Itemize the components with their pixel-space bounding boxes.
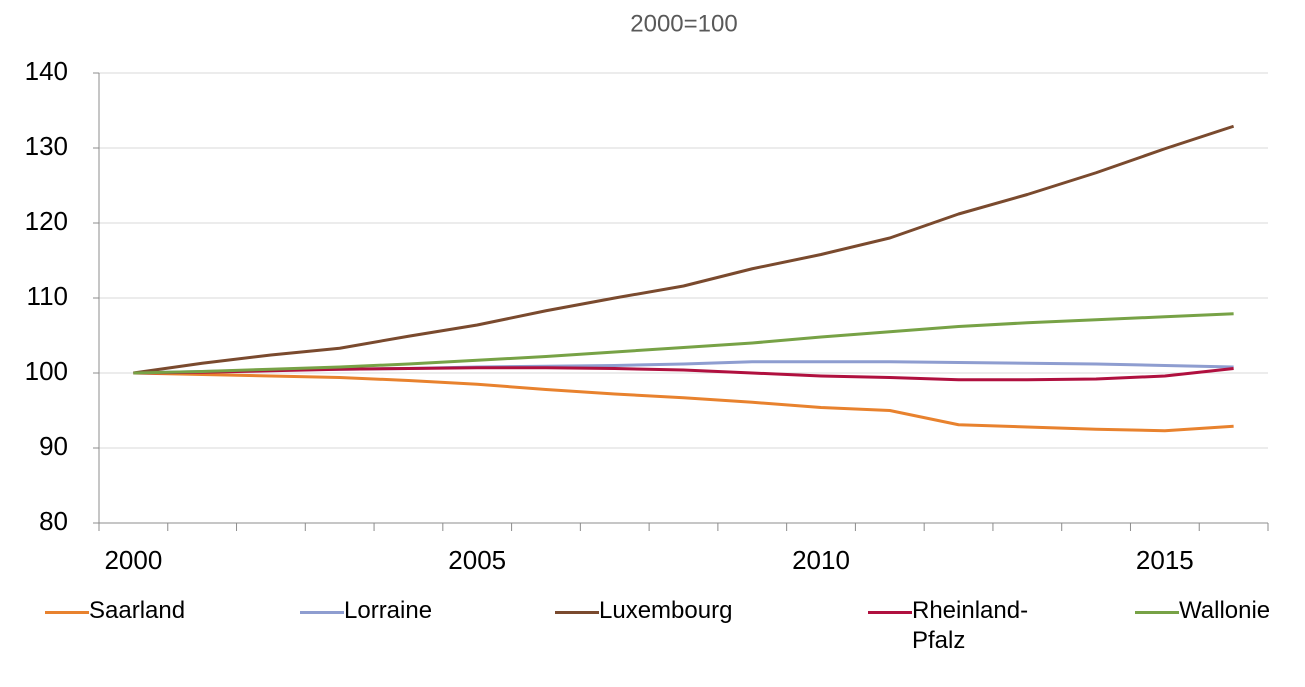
legend-swatch bbox=[45, 611, 89, 614]
series-line bbox=[133, 312, 1234, 375]
legend-label: Wallonie bbox=[1179, 597, 1271, 624]
legend-item: Saarland bbox=[45, 596, 239, 626]
legend-swatch bbox=[555, 611, 599, 614]
x-tick-label: 2010 bbox=[792, 545, 850, 575]
chart: 2000=100 80 90 100 110 120 130 140 2000 2005 2010… bbox=[25, 10, 1269, 575]
legend-label: Saarland bbox=[89, 597, 186, 624]
legend-swatch bbox=[300, 611, 344, 614]
series-line bbox=[133, 371, 1234, 433]
legend-swatch bbox=[1135, 611, 1179, 614]
y-tick-label: 130 bbox=[25, 131, 68, 161]
legend-label: Luxembourg bbox=[599, 597, 733, 624]
legend: Saarland Lorraine Luxembourg Rheinland-Pfal… bbox=[0, 596, 1305, 686]
legend-label: Lorraine bbox=[344, 597, 433, 624]
x-tick-label: 2015 bbox=[1136, 545, 1194, 575]
y-tick-label: 110 bbox=[27, 281, 68, 311]
legend-label: Rheinland-Pfalz bbox=[912, 597, 1029, 654]
x-tick-label: 2005 bbox=[448, 545, 506, 575]
y-tick-label: 120 bbox=[25, 206, 68, 236]
y-tick-label: 80 bbox=[39, 506, 68, 536]
chart-title: 2000=100 bbox=[630, 10, 737, 37]
legend-item: Lorraine bbox=[300, 596, 494, 626]
series-line bbox=[133, 366, 1234, 382]
legend-item: Rheinland-Pfalz bbox=[868, 596, 1062, 656]
y-tick-label: 90 bbox=[39, 431, 68, 461]
legend-swatch bbox=[868, 611, 912, 614]
x-tick-label: 2000 bbox=[104, 545, 162, 575]
y-tick-label: 140 bbox=[25, 56, 68, 86]
series-line bbox=[133, 124, 1235, 375]
y-tick-label: 100 bbox=[25, 356, 68, 386]
legend-item: Wallonie bbox=[1135, 596, 1305, 626]
legend-item: Luxembourg bbox=[555, 596, 749, 626]
